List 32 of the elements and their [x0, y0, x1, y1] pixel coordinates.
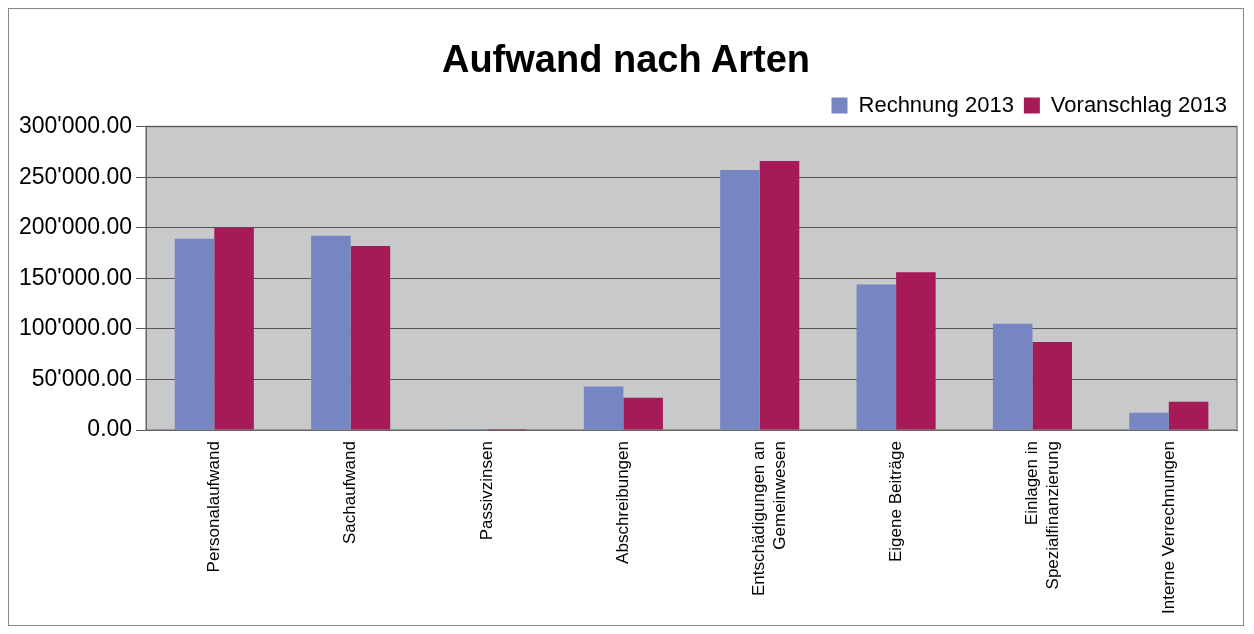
- bar: [856, 284, 897, 430]
- y-tick-label: 250'000.00: [18, 162, 133, 189]
- bar: [350, 245, 391, 430]
- x-tick-label: Interne Verrechnungen: [1158, 441, 1178, 615]
- bar: [896, 272, 936, 430]
- legend-label: Voranschlag 2013: [1050, 91, 1227, 117]
- bar: [992, 323, 1033, 430]
- y-tick-label: 50'000.00: [31, 364, 133, 391]
- bar: [759, 160, 800, 430]
- x-tick-label: Sachaufwand: [340, 441, 360, 545]
- x-tick-label: Abschreibungen: [613, 441, 633, 564]
- bar: [720, 170, 760, 430]
- bar: [174, 238, 215, 430]
- x-tick-label: Personalaufwand: [203, 441, 223, 573]
- y-tick-label: 300'000.00: [18, 111, 133, 138]
- bar: [1129, 412, 1169, 430]
- bar: [311, 235, 351, 430]
- bar: [1032, 342, 1072, 430]
- y-tick-label: 150'000.00: [18, 263, 133, 290]
- legend-label: Rechnung 2013: [858, 91, 1014, 117]
- x-tick-label: Einlagen in Spezialfinanzierung: [1022, 441, 1062, 590]
- x-tick-label: Passivzinsen: [476, 441, 496, 541]
- bar: [623, 397, 663, 430]
- y-tick-label: 0.00: [87, 415, 133, 442]
- chart-title: Aufwand nach Arten: [441, 38, 811, 81]
- bar: [1168, 401, 1209, 430]
- y-tick-label: 200'000.00: [18, 213, 133, 240]
- x-tick-label: Eigene Beiträge: [885, 441, 905, 563]
- x-tick-label: Entschädigungen an Gemeinwesen: [749, 441, 789, 597]
- y-tick-label: 100'000.00: [18, 314, 133, 341]
- bar: [214, 227, 254, 430]
- bar: [583, 386, 624, 430]
